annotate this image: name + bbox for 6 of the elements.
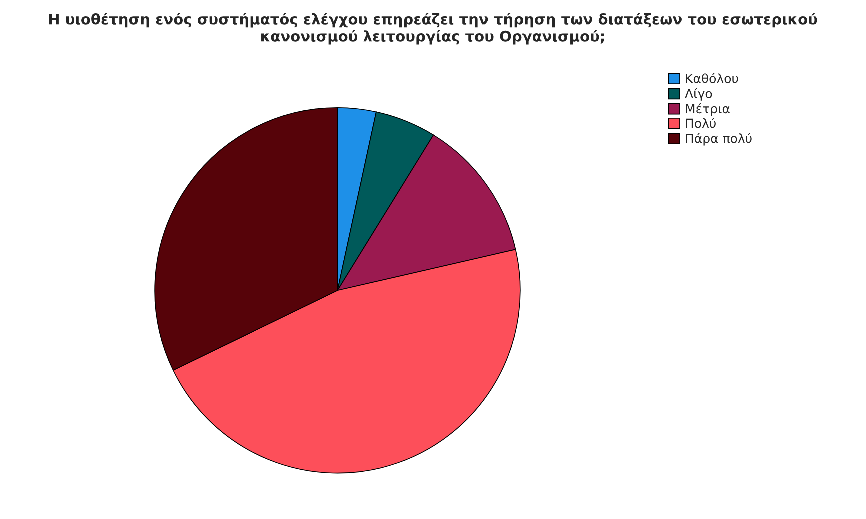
legend-label: Λίγο [685, 88, 712, 101]
chart-title: Η υιοθέτηση ενός συστήματός ελέγχου επηρεάζει την τήρηση των διατάξεων του εσωτερικού κανονισμού λειτουργίας του Οργανισμού; [49, 12, 818, 45]
legend-label: Καθόλου [686, 73, 738, 84]
legend-label: Πολύ [686, 118, 716, 128]
legend-label: Μέτρια [686, 103, 730, 116]
legend-label: Πάρα πολύ [686, 133, 752, 146]
